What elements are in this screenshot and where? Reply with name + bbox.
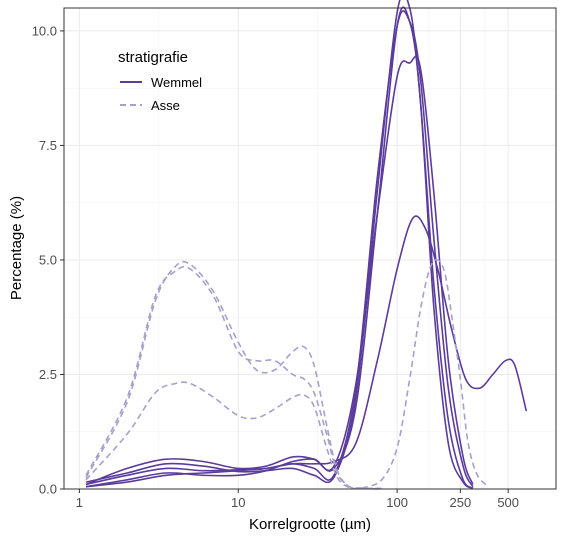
series-layer [85, 0, 528, 490]
y-tick-label: 7.5 [39, 138, 57, 153]
series-line-wemmel [85, 6, 474, 489]
series-line-asse [85, 260, 382, 490]
x-tick-label: 500 [497, 495, 519, 510]
y-tick-label: 0.0 [39, 482, 57, 497]
series-line-asse [361, 259, 490, 489]
series-line-asse [85, 381, 382, 490]
x-tick-label: 100 [386, 495, 408, 510]
series-line-asse [85, 265, 382, 490]
series-line-wemmel [85, 55, 474, 488]
y-tick-label: 10.0 [32, 23, 57, 38]
x-tick-label: 10 [231, 495, 245, 510]
legend-title: stratigrafie [118, 49, 188, 66]
y-axis-title: Percentage (%) [8, 196, 25, 300]
x-tick-label: 1 [76, 495, 83, 510]
y-axis: 0.0 2.5 5.0 7.5 10.0 [32, 23, 64, 497]
x-axis-title: Korrelgrootte (µm) [249, 516, 371, 533]
plot-panel-border [63, 7, 557, 490]
y-tick-label: 2.5 [39, 367, 57, 382]
legend-label-wemmel: Wemmel [151, 75, 202, 90]
x-axis: 1 10 100 250 500 [76, 489, 519, 510]
legend: stratigrafie Wemmel Asse [118, 49, 202, 113]
x-tick-label: 250 [450, 495, 472, 510]
series-line-wemmel [85, 215, 528, 488]
y-tick-label: 5.0 [39, 252, 57, 267]
legend-label-asse: Asse [151, 98, 180, 113]
